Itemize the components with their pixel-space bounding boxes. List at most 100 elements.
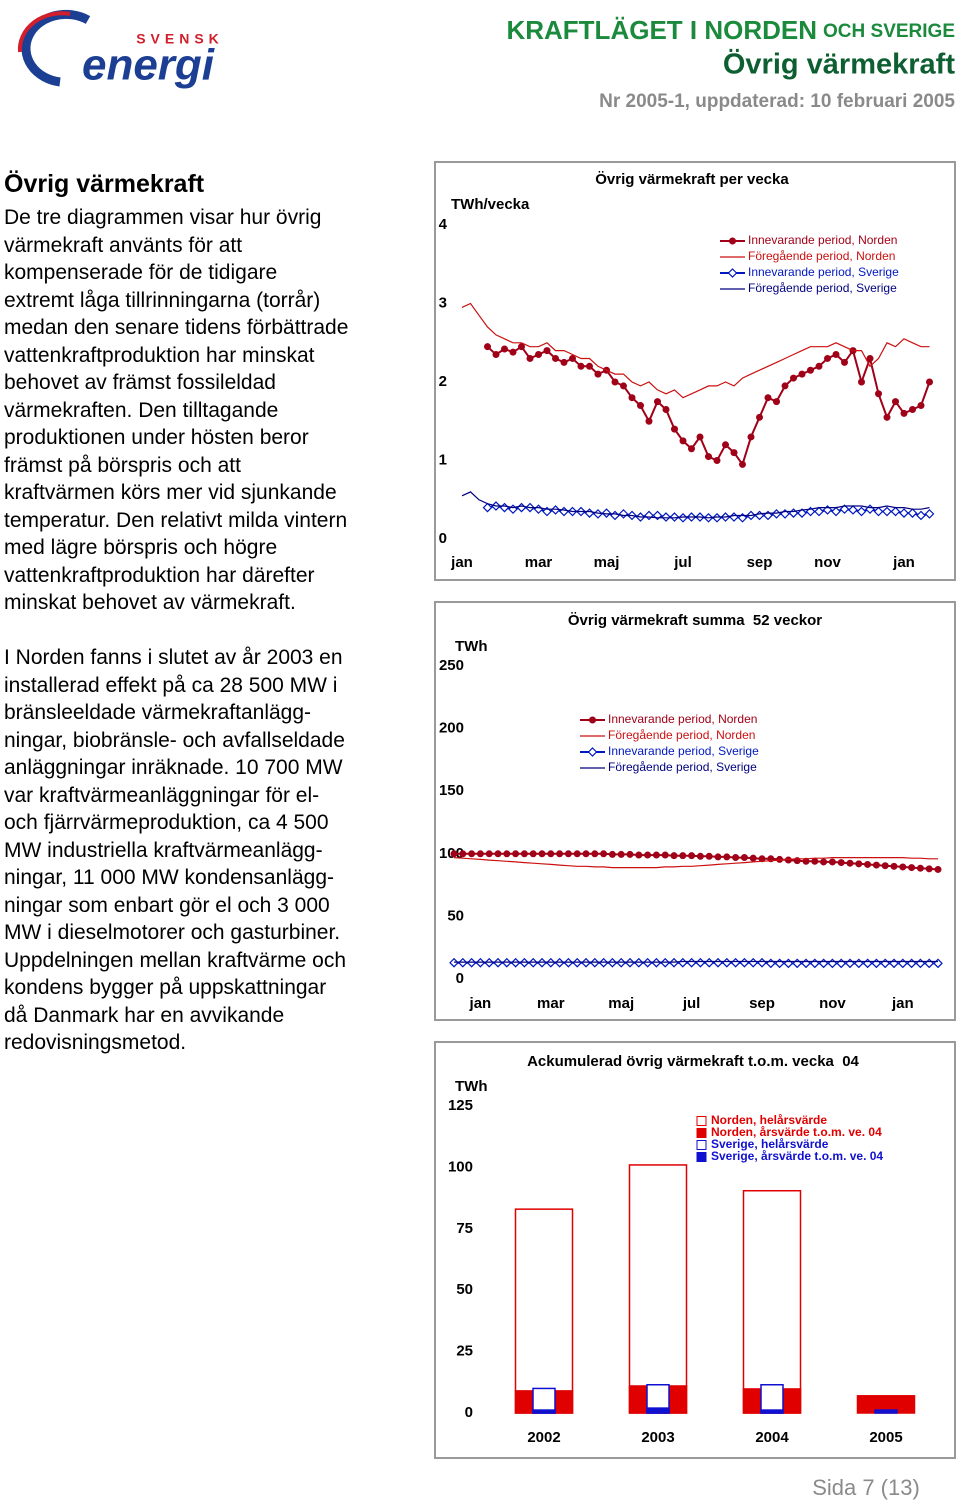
text-line: temperatur. Den relativt milda vintern [4,508,348,532]
text-line: då Danmark har en avvikande [4,1003,285,1027]
marker [591,850,599,858]
series [453,857,938,869]
marker [781,382,789,390]
x-tick-label: jan [891,995,914,1012]
marker [475,957,486,968]
x-tick-label: 2004 [755,1429,789,1446]
marker [518,343,525,351]
bar [532,1409,556,1414]
legend-item: Innevarande period, Norden [720,233,897,247]
marker [890,506,901,517]
text-line: MW industriella kraftvärmeanlägg- [4,838,323,862]
marker [526,354,534,362]
marker [556,850,564,858]
series-line [454,960,938,963]
legend-item: Föregående period, Sverige [720,281,897,295]
marker [586,362,593,370]
marker [900,409,908,417]
marker [537,957,547,968]
legend-label: Norden, helårsvärde [711,1113,827,1127]
body-text: Övrig värmekraft De tre diagrammen visar… [4,170,424,1084]
marker [600,850,608,858]
legend-item: Föregående period, Norden [580,728,755,742]
paragraph: De tre diagrammen visar hur övrig värmekr… [4,204,424,617]
marker [466,957,477,968]
text-line: produktionen under hösten beror [4,426,309,449]
text-line: vattenkraftproduktion har minskat [4,343,315,367]
legend-item: Innevarande period, Sverige [580,744,759,758]
marker [917,402,925,410]
legend-item: Norden, helårsvärde [696,1113,827,1127]
x-tick-label: jul [673,554,692,571]
paragraph: I Norden fanns i slutet av år 2003 en ins… [4,644,424,1057]
series [461,491,930,519]
legend-label: Norden, årsvärde t.o.m. ve. 04 [711,1125,882,1139]
y-tick-label: 75 [456,1220,473,1237]
marker [815,362,823,370]
marker [820,858,828,866]
marker [569,354,576,362]
marker [732,854,740,862]
header-title: KRAFTLÄGET I NORDEN OCH SVERIGE [506,15,955,45]
marker [519,957,530,968]
text-line: med lägre börspris och högre [4,536,278,559]
marker [510,957,521,968]
marker [543,347,551,355]
chart-title: Ackumulerad övrig värmekraft t.o.m. veck… [527,1053,859,1070]
marker [807,366,814,374]
marker [824,354,831,362]
marker [899,863,907,871]
marker [790,374,797,382]
marker [617,850,625,858]
marker [764,394,772,402]
logo-bottom: energi [82,41,215,90]
marker [577,362,585,370]
y-tick-label: 1 [439,451,447,468]
legend-label: Sverige, helårsvärde [711,1137,829,1151]
text-line: var kraftvärmeanläggningar för el- [4,783,320,807]
marker [492,351,500,359]
legend-swatch [696,1128,707,1138]
legend-marker [589,716,596,724]
marker [581,957,591,968]
text-line: minskat behovet av värmekraft. [4,591,296,614]
logo-swoosh [17,11,71,53]
marker [660,957,671,968]
marker [890,862,898,870]
text-line: I Norden fanns i slutet av år 2003 en [4,646,343,669]
legend-item: Sverige, årsvärde t.o.m. ve. 04 [696,1149,883,1163]
marker [934,865,942,873]
legend-item: Norden, årsvärde t.o.m. ve. 04 [696,1125,882,1139]
marker [520,850,528,858]
marker [616,957,627,968]
marker [832,351,840,359]
x-tick-label: jan [450,554,473,571]
legend-label: Innevarande period, Sverige [608,744,759,758]
marker [485,850,493,858]
page-number: Sida 7 (13) [812,1475,920,1500]
marker [926,378,933,386]
text-line: kompenserade för de tidigare [4,261,278,284]
marker [484,343,491,351]
marker [882,506,892,517]
marker [642,957,653,968]
legend-label: Sverige, årsvärde t.o.m. ve. 04 [711,1149,883,1163]
marker [907,508,918,518]
marker [740,854,748,862]
x-tick-label: sep [749,995,775,1012]
y-tick-label: 4 [439,216,448,233]
marker [572,957,583,968]
marker [547,850,555,858]
marker [747,433,755,441]
text-line: och fjärrvärmeproduktion, ca 4 500 [4,811,329,834]
y-tick-label: 50 [456,1281,473,1298]
legend-item: Föregående period, Sverige [580,760,757,774]
x-tick-label: nov [814,554,841,571]
marker [773,398,780,406]
text-line: Uppdelningen mellan kraftvärme och [4,948,347,972]
marker [837,859,845,867]
marker [626,850,634,858]
series-line [461,491,930,519]
logo-swoosh [21,9,91,87]
bar [742,1189,802,1414]
